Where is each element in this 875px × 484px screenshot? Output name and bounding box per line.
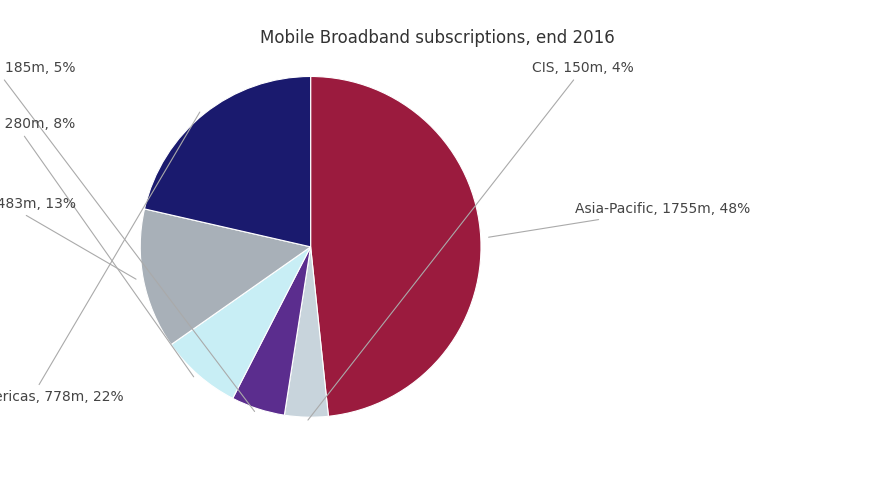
Text: Africa, 280m, 8%: Africa, 280m, 8% <box>0 117 193 377</box>
Wedge shape <box>311 76 481 416</box>
Text: Asia-Pacific, 1755m, 48%: Asia-Pacific, 1755m, 48% <box>488 202 750 237</box>
Text: Arab States, 185m, 5%: Arab States, 185m, 5% <box>0 61 255 411</box>
Wedge shape <box>284 247 328 417</box>
Wedge shape <box>144 76 311 247</box>
Text: Europe, 483m, 13%: Europe, 483m, 13% <box>0 197 136 279</box>
Wedge shape <box>233 247 311 415</box>
Wedge shape <box>140 209 311 345</box>
Text: The Americas, 778m, 22%: The Americas, 778m, 22% <box>0 112 200 404</box>
Text: CIS, 150m, 4%: CIS, 150m, 4% <box>308 61 634 420</box>
Text: Mobile Broadband subscriptions, end 2016: Mobile Broadband subscriptions, end 2016 <box>260 29 615 47</box>
Wedge shape <box>172 247 311 398</box>
